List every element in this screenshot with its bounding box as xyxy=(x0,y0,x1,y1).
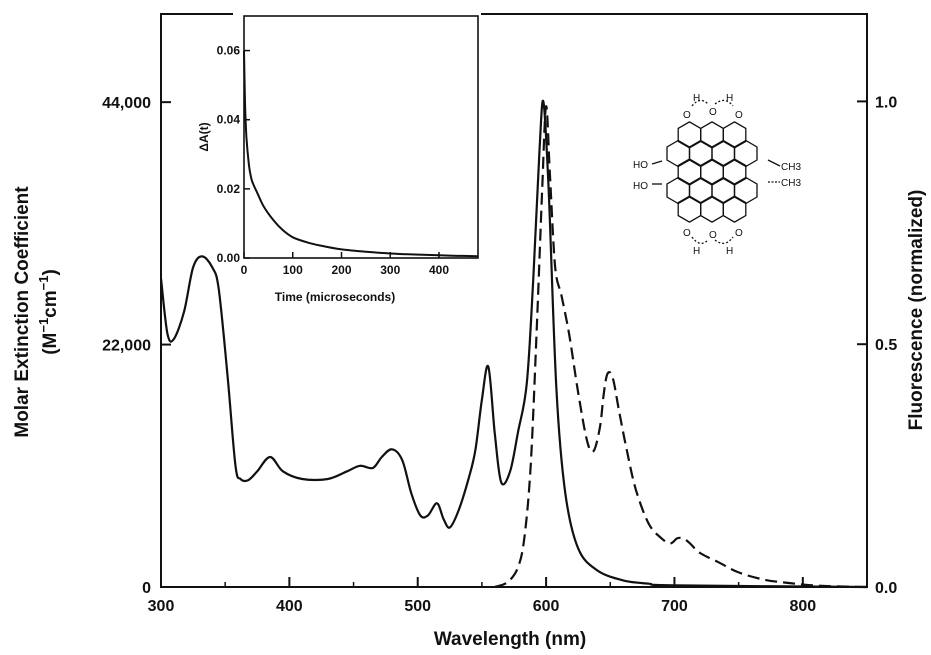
y-units-sup1: −1 xyxy=(36,318,51,333)
inset-x-tick-label: 300 xyxy=(380,263,400,277)
inset-x-axis-title: Time (microseconds) xyxy=(275,290,395,304)
label-o-carbonyl-bottom: O xyxy=(709,230,717,241)
y-units-open: (M xyxy=(40,333,61,355)
molecule-ring xyxy=(722,195,747,223)
label-h-bottom-left: H xyxy=(693,246,700,257)
molecule-ring xyxy=(677,195,702,223)
inset-y-tick-label: 0.02 xyxy=(217,182,241,196)
inset-x-tick-label: 200 xyxy=(331,263,351,277)
main-plot-frame xyxy=(160,13,868,588)
molecule-ring xyxy=(722,158,747,186)
y2-tick-label: 1.0 xyxy=(875,94,897,111)
h-bond-top-right xyxy=(714,99,734,107)
y2-tick-label: 0.0 xyxy=(875,580,897,597)
label-o-hydroxyl-bl: O xyxy=(683,228,691,239)
molecule-ring xyxy=(733,176,758,205)
inset-plot: 0 100 200 300 400 0.00 0.02 0.04 0.06 Time (micr… xyxy=(197,12,481,304)
x-tick-label: 800 xyxy=(789,598,816,615)
inset-plot-frame xyxy=(243,15,479,259)
molecule-ring xyxy=(722,121,747,149)
absorbance-line xyxy=(159,99,868,589)
molecule-h-bonds xyxy=(691,99,734,244)
y-units-mid: cm xyxy=(40,290,61,317)
inset-y-tick-label: 0.00 xyxy=(217,251,241,265)
main-axis-ticks: 300 400 500 600 700 800 0 22,000 44,000 0.0 0.5 1.0 xyxy=(102,94,897,615)
inset-x-tick-label: 400 xyxy=(429,263,449,277)
inset-x-tick-label: 100 xyxy=(283,263,303,277)
x-tick-label: 300 xyxy=(148,598,175,615)
label-h-top-right: H xyxy=(726,93,733,104)
inset-y-tick-label: 0.04 xyxy=(217,113,241,127)
label-o-hydroxyl-tr: O xyxy=(735,110,743,121)
molecule-ring xyxy=(700,158,724,186)
molecule-ring xyxy=(677,121,702,149)
inset-decay-line xyxy=(243,50,479,258)
x-tick-label: 700 xyxy=(661,598,688,615)
molecule-structure xyxy=(651,99,781,244)
molecule-ring xyxy=(733,139,758,168)
fluorescence-line xyxy=(494,105,868,589)
molecule-ring xyxy=(688,139,713,168)
molecule-ring xyxy=(688,176,713,205)
label-o-carbonyl-top: O xyxy=(709,107,717,118)
y-tick-label: 22,000 xyxy=(102,338,151,355)
x-axis-title: Wavelength (nm) xyxy=(434,629,586,650)
inset-plot-bg xyxy=(233,12,481,260)
molecule-ring xyxy=(677,158,702,186)
inset-y-tick-label: 0.06 xyxy=(217,44,241,58)
y-axis-title: Molar Extinction Coefficient xyxy=(12,186,33,438)
molecule-ring xyxy=(700,121,724,149)
inset-axis-ticks: 0 100 200 300 400 0.00 0.02 0.04 0.06 xyxy=(217,44,450,277)
label-ho-top: HO xyxy=(633,160,648,171)
label-h-bottom-right: H xyxy=(726,246,733,257)
x-tick-label: 600 xyxy=(533,598,560,615)
inset-series-group xyxy=(243,50,479,258)
molecule-labels: HO HO CH3 CH3 O O O O O O H H H H xyxy=(633,93,801,257)
y-units-close: ) xyxy=(40,269,61,275)
molecule-rings xyxy=(666,121,758,223)
y-tick-label: 0 xyxy=(142,580,151,597)
label-ch3-top: CH3 xyxy=(781,162,801,173)
molecule-ring xyxy=(700,195,724,223)
label-h-top-left: H xyxy=(693,93,700,104)
inset-y-axis-title: ΔA(t) xyxy=(197,122,211,151)
molecule-ring xyxy=(711,139,736,168)
x-tick-label: 400 xyxy=(276,598,303,615)
y-units-sup2: −1 xyxy=(36,276,51,291)
bond-ch3-top xyxy=(767,159,781,167)
main-series-group xyxy=(159,99,868,589)
molecule-ring xyxy=(666,176,691,205)
molecule-ring xyxy=(711,176,736,205)
inset-x-tick-label: 0 xyxy=(241,263,248,277)
h-bond-top-left xyxy=(691,99,709,107)
h-bond-bottom-left xyxy=(691,236,709,244)
molecule-ring xyxy=(666,139,691,168)
y2-tick-label: 0.5 xyxy=(875,337,897,354)
y-axis-units: (M−1cm−1) xyxy=(36,269,61,355)
h-bond-bottom-right xyxy=(714,236,734,244)
y-tick-label: 44,000 xyxy=(102,95,151,112)
x-tick-label: 500 xyxy=(404,598,431,615)
label-ch3-bottom: CH3 xyxy=(781,178,801,189)
bond-ho-top xyxy=(651,160,663,165)
label-ho-bottom: HO xyxy=(633,181,648,192)
label-o-hydroxyl-tl: O xyxy=(683,110,691,121)
y2-axis-title: Fluorescence (normalized) xyxy=(906,190,927,431)
label-o-hydroxyl-br: O xyxy=(735,228,743,239)
